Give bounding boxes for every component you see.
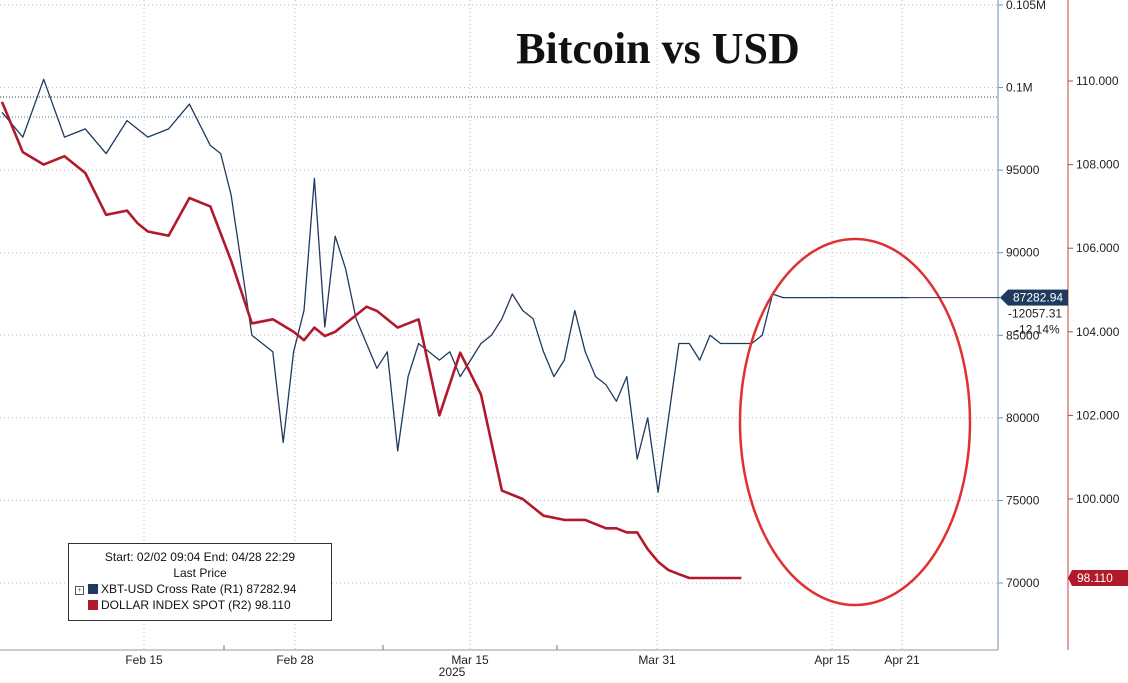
tick-label-r2: 104.000 bbox=[1076, 325, 1120, 339]
x-year-label: 2025 bbox=[439, 665, 466, 678]
xbt-last-pointer bbox=[1000, 289, 1008, 306]
dxy-last-value: 98.110 bbox=[1077, 571, 1113, 585]
legend-entry-dxy: DOLLAR INDEX SPOT (R2) 98.110 bbox=[69, 598, 331, 612]
xbt-last-change: -12057.31 bbox=[1008, 307, 1062, 321]
tick-label-x: Apr 15 bbox=[814, 653, 850, 667]
tick-label-x: Apr 21 bbox=[884, 653, 920, 667]
tick-label-r2: 108.000 bbox=[1076, 158, 1120, 172]
tick-label-r2: 102.000 bbox=[1076, 408, 1120, 422]
series-dxy-line bbox=[0, 101, 742, 580]
legend-entry-xbt: + XBT-USD Cross Rate (R1) 87282.94 bbox=[69, 582, 331, 596]
tick-label-r2: 106.000 bbox=[1076, 241, 1120, 255]
tick-label-r1: 95000 bbox=[1006, 163, 1040, 177]
highlight-ellipse bbox=[738, 237, 972, 607]
tick-label-x: Mar 15 bbox=[451, 653, 489, 667]
chart-title: Bitcoin vs USD bbox=[516, 24, 800, 73]
xbt-last-value: 87282.94 bbox=[1013, 291, 1063, 305]
legend-swatch-dxy bbox=[88, 600, 98, 610]
tick-label-r1: 70000 bbox=[1006, 576, 1040, 590]
xbt-last-pct: -12.14% bbox=[1015, 323, 1060, 337]
dxy-last-box bbox=[1072, 570, 1128, 587]
tick-label-r1: 0.1M bbox=[1006, 81, 1033, 95]
annot-layer: 87282.94 -12057.31 -12.14% 98.110 bbox=[738, 237, 1128, 607]
tick-label-r2: 110.000 bbox=[1076, 74, 1119, 88]
series-layer bbox=[0, 78, 908, 580]
legend-subheader: Last Price bbox=[173, 566, 227, 580]
legend-swatch-xbt bbox=[88, 584, 98, 594]
dxy-last-pointer bbox=[1068, 570, 1072, 587]
tick-label-x: Feb 28 bbox=[276, 653, 314, 667]
tick-label-x: Mar 31 bbox=[638, 653, 676, 667]
tick-label-r1: 0.105M bbox=[1006, 0, 1046, 12]
tick-label-r2: 100.000 bbox=[1076, 492, 1120, 506]
tick-label-r1: 75000 bbox=[1006, 493, 1040, 507]
legend-box: Start: 02/02 09:04 End: 04/28 22:29 Last… bbox=[68, 543, 332, 621]
xbt-last-box bbox=[1008, 289, 1068, 306]
series-xbt-line bbox=[1, 78, 908, 493]
tick-label-r1: 80000 bbox=[1006, 411, 1040, 425]
tick-label-x: Feb 15 bbox=[125, 653, 163, 667]
legend-header: Start: 02/02 09:04 End: 04/28 22:29 bbox=[104, 550, 296, 564]
legend-label-dxy: DOLLAR INDEX SPOT (R2) 98.110 bbox=[101, 598, 291, 612]
expand-icon[interactable]: + bbox=[75, 586, 84, 595]
legend-label-xbt: XBT-USD Cross Rate (R1) 87282.94 bbox=[101, 582, 297, 596]
tick-label-r1: 90000 bbox=[1006, 246, 1040, 260]
tick-label-r1: 85000 bbox=[1006, 328, 1040, 342]
grid-layer bbox=[0, 0, 998, 650]
